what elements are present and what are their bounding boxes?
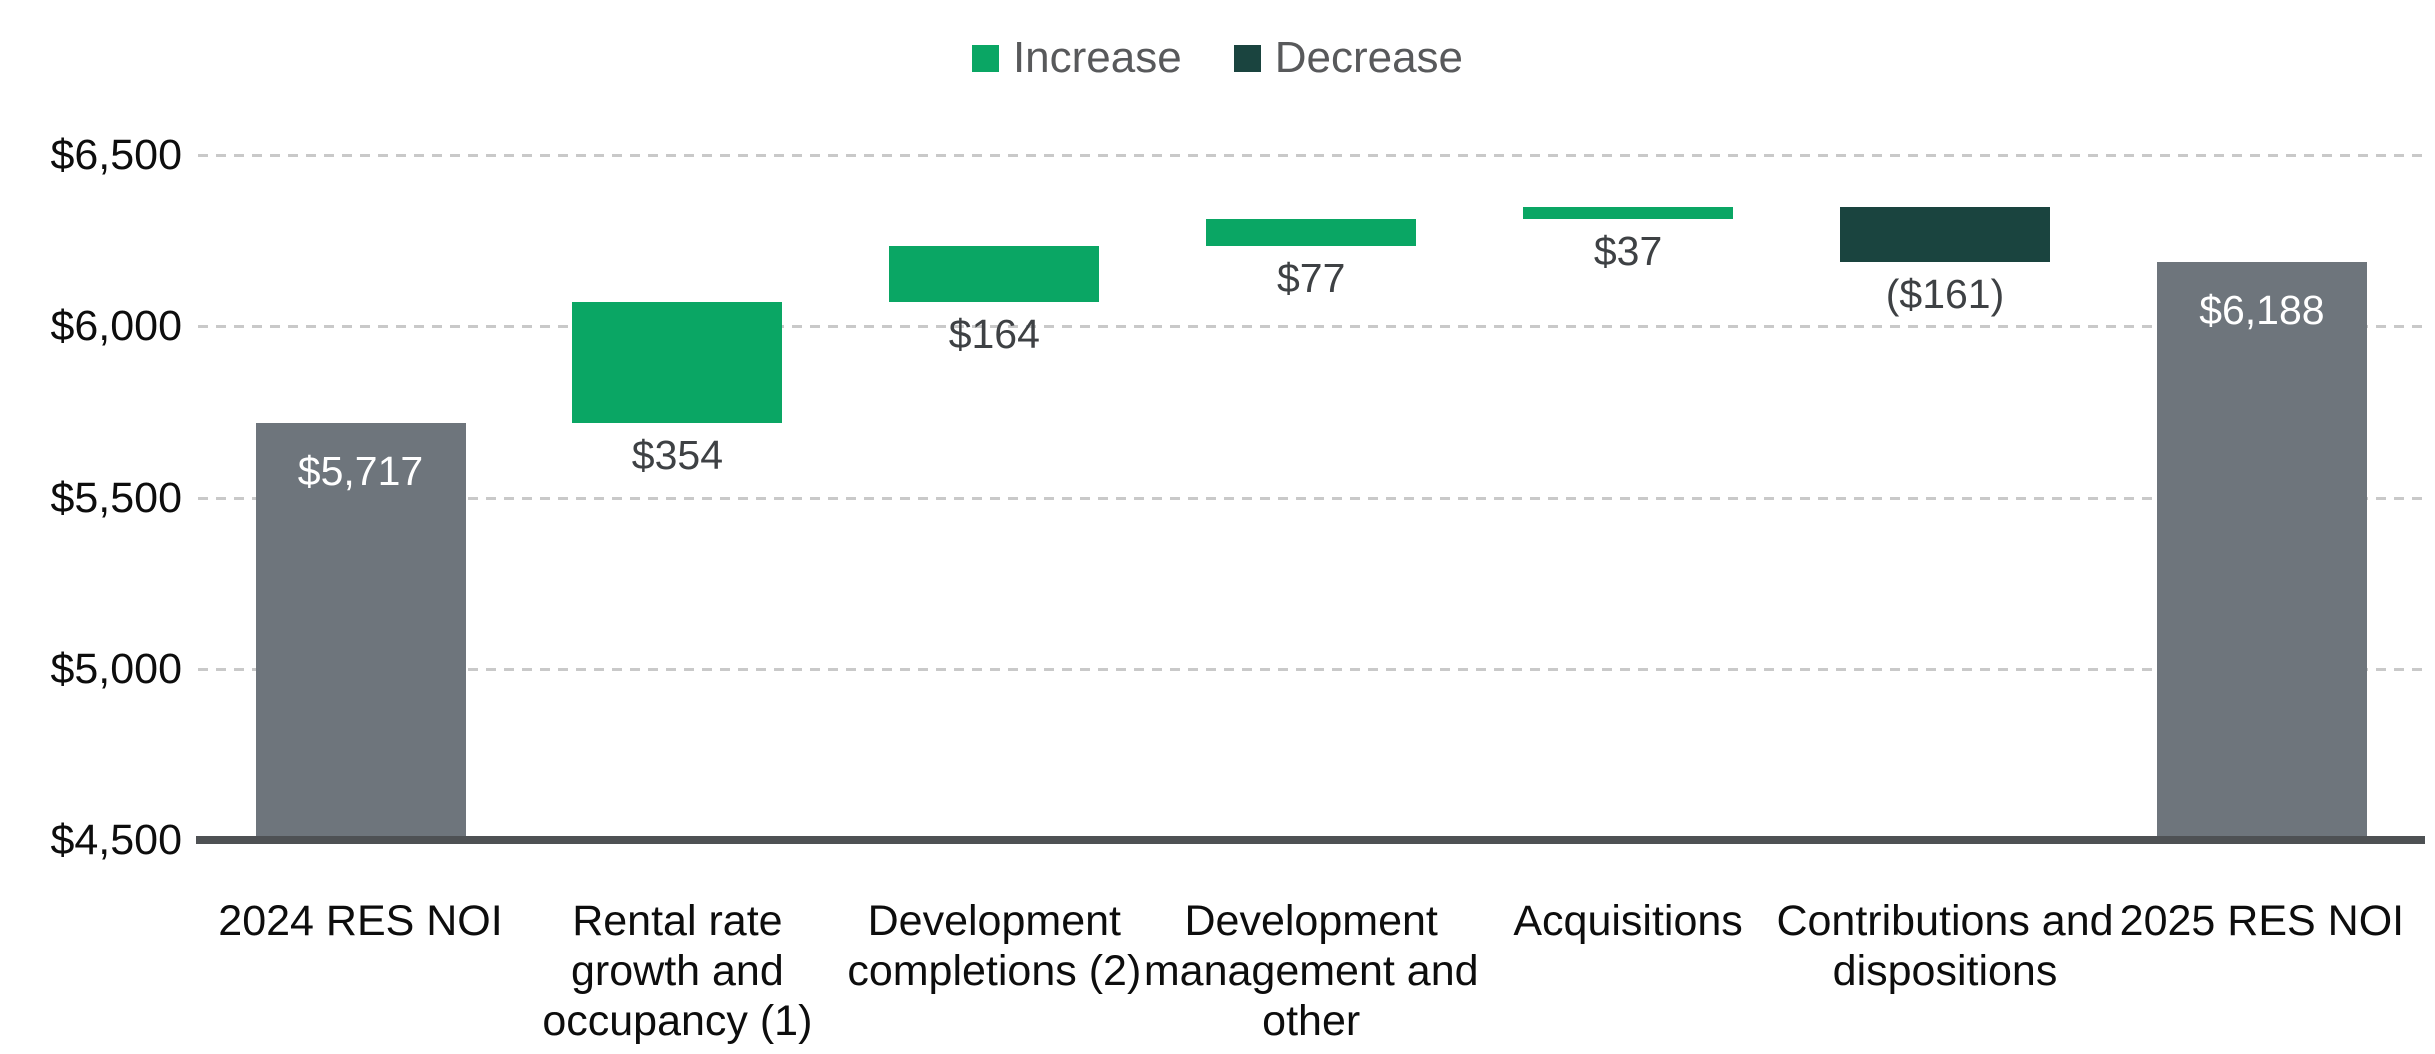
y-axis-tick-label: $6,000	[50, 302, 182, 351]
bar-decrease	[1840, 206, 2050, 262]
x-axis-line	[196, 836, 2425, 844]
increase-swatch-icon	[971, 44, 999, 72]
bar-increase	[572, 301, 783, 424]
bar-increase	[1206, 219, 1417, 246]
bar-value-label: $164	[948, 310, 1040, 357]
y-axis-tick-label: $4,500	[50, 816, 182, 864]
bar-total	[2156, 261, 2367, 840]
bar-value-label: ($161)	[1885, 270, 2005, 317]
bar-value-label: $6,188	[2199, 286, 2325, 333]
bar-value-label: $77	[1276, 254, 1346, 301]
x-axis-category-label: Contributions and dispositions	[1776, 897, 2114, 995]
legend-item-increase: Increase	[971, 33, 1182, 82]
x-axis-category-label: Development completions (2)	[847, 897, 1142, 995]
x-axis-category-label: 2024 RES NOI	[218, 897, 503, 945]
decrease-swatch-icon	[1233, 44, 1261, 72]
y-axis-tick-label: $5,000	[50, 644, 182, 693]
gridline	[198, 667, 2425, 671]
legend-item-decrease: Decrease	[1233, 33, 1464, 82]
x-axis-category-label: Rental rate growth and occupancy (1)	[542, 897, 813, 1045]
y-axis-tick-label: $6,500	[50, 131, 182, 179]
legend-label-increase: Increase	[1012, 33, 1182, 82]
x-axis-category-label: 2025 RES NOI	[2119, 897, 2405, 945]
gridline	[198, 325, 2425, 329]
gridline	[198, 154, 2425, 157]
bar-total	[255, 423, 466, 840]
bar-value-label: $37	[1593, 228, 1663, 275]
gridline	[198, 496, 2425, 500]
legend-label-decrease: Decrease	[1274, 33, 1464, 82]
x-axis-category-label: Acquisitions	[1513, 897, 1743, 945]
x-axis-category-label: Development management and other	[1143, 897, 1479, 1045]
legend: Increase Decrease	[0, 36, 2435, 80]
y-axis-tick-label: $5,500	[50, 473, 182, 522]
bar-value-label: $5,717	[297, 448, 424, 495]
bar-value-label: $354	[631, 432, 723, 479]
bar-increase	[889, 245, 1100, 302]
bar-increase	[1523, 206, 1734, 220]
